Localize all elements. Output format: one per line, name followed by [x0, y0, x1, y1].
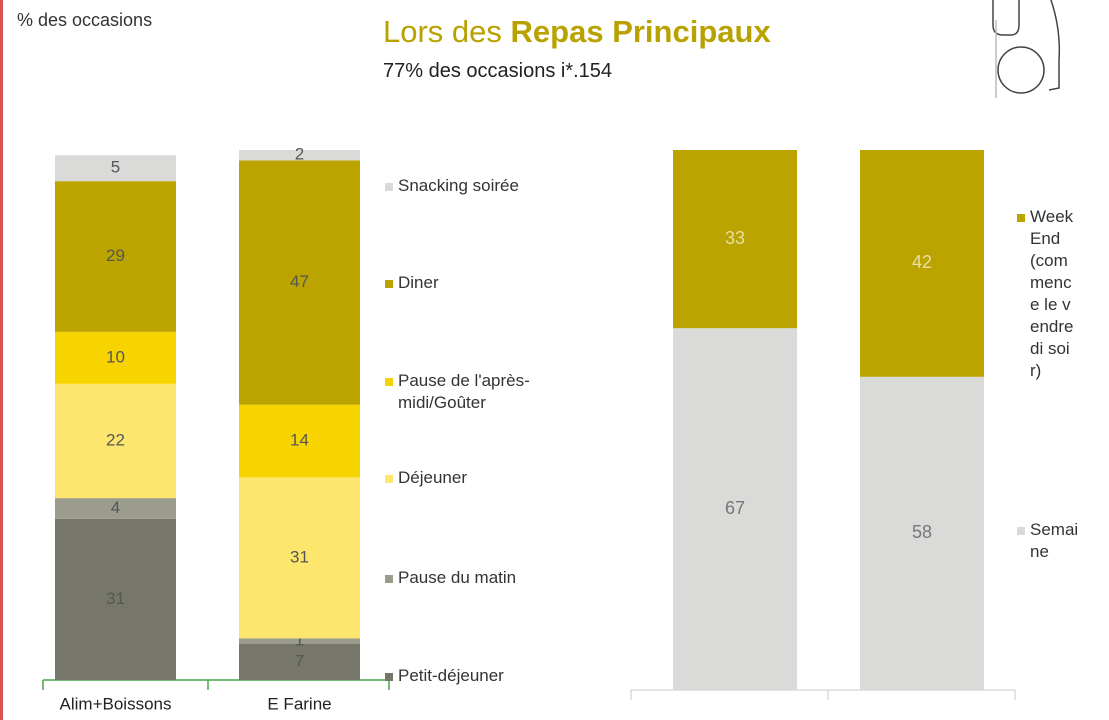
data-label: 31	[290, 547, 309, 566]
x-tick-label: E Farine	[267, 694, 331, 713]
data-label: 2	[295, 145, 304, 164]
data-label: 14	[290, 430, 309, 449]
legend-label: Déjeuner	[398, 468, 467, 487]
legend-label: Diner	[398, 273, 439, 292]
title-prefix: Lors des	[383, 14, 502, 49]
legend-item: Week End (commence le vendredi soir)	[1017, 206, 1079, 382]
meal-icon	[992, 0, 1061, 98]
bar-segment	[239, 160, 360, 405]
axis-1	[42, 679, 390, 690]
legend-marker	[385, 183, 393, 191]
legend-label: Pause de l'après-midi/Goûter	[398, 371, 530, 412]
axis-2	[630, 689, 1016, 700]
bar-segment	[55, 181, 176, 332]
legend-label: Snacking soirée	[398, 176, 519, 195]
data-label: 22	[106, 430, 125, 449]
bar-segment	[239, 404, 360, 478]
legend-marker	[385, 280, 393, 288]
bar-segment	[239, 643, 360, 680]
legend-label: Pause du matin	[398, 568, 517, 587]
bar-segment	[55, 383, 176, 499]
legend-item: Petit-déjeuner	[385, 665, 560, 687]
bar-segment	[55, 155, 176, 182]
bar-segment	[860, 376, 984, 690]
bar-segment	[673, 328, 797, 690]
bar-segment	[239, 150, 360, 161]
bar-segment	[55, 518, 176, 680]
data-label: 10	[106, 347, 125, 366]
legend-item: Snacking soirée	[385, 175, 560, 197]
data-label: 67	[725, 498, 745, 518]
bar-segment	[239, 477, 360, 639]
legend-label: Week End (commence le vendredi soir)	[1030, 207, 1074, 380]
title-bold: Repas Principaux	[510, 14, 771, 49]
legend-marker	[1017, 214, 1025, 222]
title: Lors des Repas Principaux	[383, 14, 771, 50]
bar-segment	[55, 331, 176, 384]
legend-marker	[385, 475, 393, 483]
data-label: 58	[912, 522, 932, 542]
data-label: 29	[106, 246, 125, 265]
y-label: % des occasions	[17, 10, 153, 30]
legend-item: Pause de l'après-midi/Goûter	[385, 370, 560, 414]
legend-label: Petit-déjeuner	[398, 666, 504, 685]
legend-marker	[385, 575, 393, 583]
legend-label: Semaine	[1030, 520, 1079, 561]
data-label: 4	[111, 498, 120, 517]
x-tick-label: Alim+Boissons	[60, 694, 172, 713]
legend-item: Déjeuner	[385, 467, 560, 489]
legend-item: Pause du matin	[385, 567, 560, 589]
data-label: 47	[290, 272, 309, 291]
data-label: 31	[106, 589, 125, 608]
data-label: 1	[295, 631, 304, 650]
legend-item: Semaine	[1017, 519, 1079, 563]
bar-segment	[239, 638, 360, 644]
legend-marker	[385, 378, 393, 386]
data-label: 42	[912, 252, 932, 272]
legend-marker	[1017, 527, 1025, 535]
legend-item: Diner	[385, 272, 560, 294]
data-label: 33	[725, 228, 745, 248]
legend-marker	[385, 673, 393, 681]
bar-segment	[673, 150, 797, 329]
data-label: 7	[295, 651, 304, 670]
subtitle: 77% des occasions i*.154	[383, 60, 613, 82]
bar-segment	[860, 150, 984, 377]
bar-segment	[55, 498, 176, 519]
data-label: 5	[111, 158, 120, 177]
